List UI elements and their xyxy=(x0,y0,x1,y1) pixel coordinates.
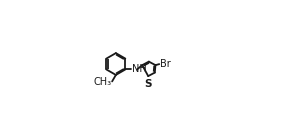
Text: NH: NH xyxy=(132,65,146,75)
Text: Br: Br xyxy=(160,59,171,69)
Text: CH₃: CH₃ xyxy=(93,77,111,87)
Text: S: S xyxy=(145,79,152,89)
